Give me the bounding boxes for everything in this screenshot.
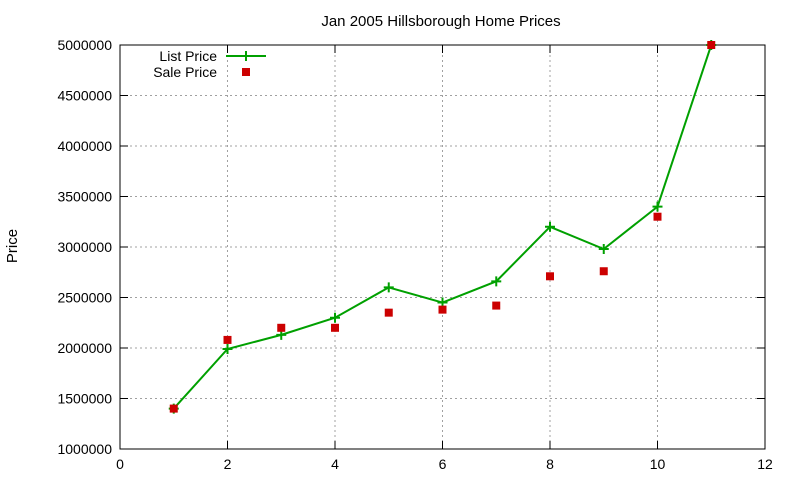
x-tick-label: 6 [439,456,447,472]
data-point [652,201,663,212]
y-tick-label: 4000000 [57,138,112,154]
data-point [223,335,232,344]
x-tick-label: 8 [546,456,554,472]
y-tick-label: 4500000 [57,88,112,104]
y-tick-label: 1500000 [57,391,112,407]
data-point [546,272,554,281]
data-point [331,323,339,332]
data-point [330,312,340,323]
series-sale-price [169,41,716,413]
y-axis-label: Price [4,229,21,263]
legend-marker [242,68,250,76]
legend-marker [241,51,251,61]
data-point [545,221,555,232]
data-point [383,282,394,293]
data-point [277,323,286,332]
y-tick-label: 1000000 [57,441,112,457]
data-point [492,301,501,310]
data-point [707,41,716,49]
x-tick-label: 10 [650,456,666,472]
legend-item: List Price [159,48,266,64]
y-tick-label: 2500000 [57,290,112,306]
x-tick-label: 2 [224,456,232,472]
legend-item: Sale Price [153,64,250,80]
data-point [438,305,447,314]
data-point [598,244,609,255]
data-point [222,344,233,355]
chart-title: Jan 2005 Hillsborough Home Prices [321,13,560,30]
legend-label: List Price [159,48,217,64]
data-point [653,212,662,221]
grid [120,45,765,449]
axis-ticks: 1000000 1500000 2000000 2500000 3000000 35000… [57,37,773,472]
y-tick-label: 2000000 [57,340,112,356]
data-point [491,276,502,287]
series-layer [168,40,717,414]
x-tick-label: 12 [757,456,773,472]
y-tick-label: 3000000 [57,239,112,255]
y-tick-label: 5000000 [57,37,112,53]
x-tick-label: 0 [116,456,124,472]
data-point [599,267,608,276]
data-point [169,404,178,413]
data-point [384,308,393,317]
y-tick-label: 3500000 [57,189,112,205]
legend-label: Sale Price [153,64,217,80]
x-tick-label: 4 [331,456,339,472]
